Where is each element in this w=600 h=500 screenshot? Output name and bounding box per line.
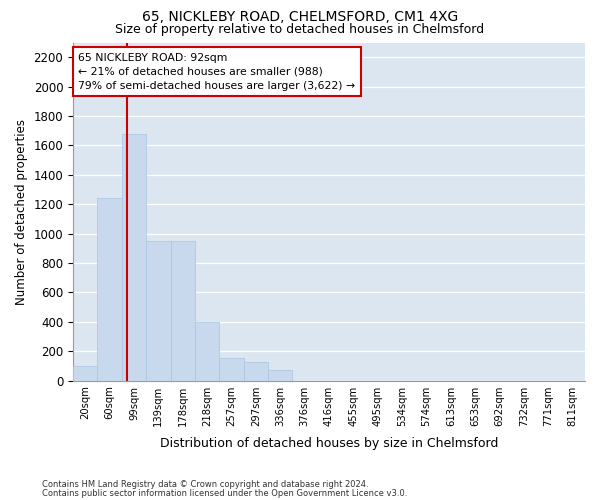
Text: 65, NICKLEBY ROAD, CHELMSFORD, CM1 4XG: 65, NICKLEBY ROAD, CHELMSFORD, CM1 4XG — [142, 10, 458, 24]
Text: Contains public sector information licensed under the Open Government Licence v3: Contains public sector information licen… — [42, 488, 407, 498]
X-axis label: Distribution of detached houses by size in Chelmsford: Distribution of detached houses by size … — [160, 437, 498, 450]
Bar — [220, 358, 244, 380]
Bar — [146, 241, 170, 380]
Bar — [244, 362, 268, 380]
Bar — [122, 134, 146, 380]
Text: 65 NICKLEBY ROAD: 92sqm
← 21% of detached houses are smaller (988)
79% of semi-d: 65 NICKLEBY ROAD: 92sqm ← 21% of detache… — [78, 52, 355, 90]
Text: Size of property relative to detached houses in Chelmsford: Size of property relative to detached ho… — [115, 22, 485, 36]
Y-axis label: Number of detached properties: Number of detached properties — [15, 118, 28, 304]
Bar — [170, 241, 195, 380]
Text: Contains HM Land Registry data © Crown copyright and database right 2024.: Contains HM Land Registry data © Crown c… — [42, 480, 368, 489]
Bar — [195, 322, 220, 380]
Bar — [97, 198, 122, 380]
Bar — [73, 366, 97, 380]
Bar — [268, 370, 292, 380]
